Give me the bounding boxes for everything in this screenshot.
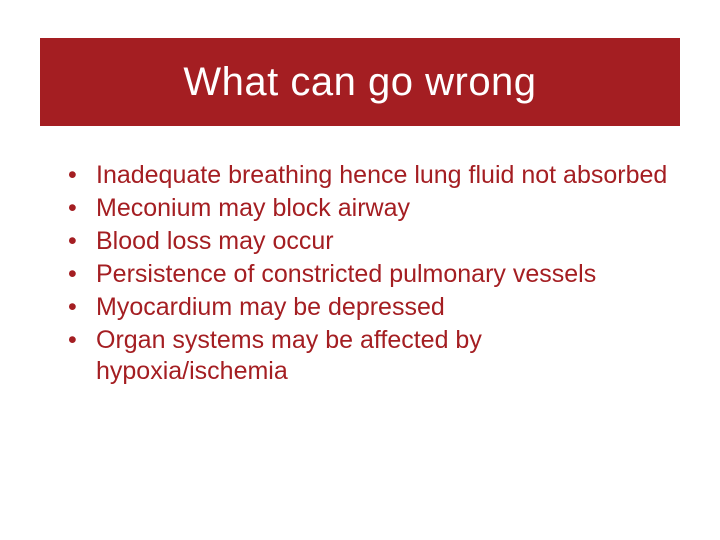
title-bar: What can go wrong: [40, 38, 680, 126]
bullet-list: Inadequate breathing hence lung fluid no…: [62, 160, 680, 389]
list-item: Blood loss may occur: [62, 226, 680, 257]
list-item: Meconium may block airway: [62, 193, 680, 224]
list-item: Inadequate breathing hence lung fluid no…: [62, 160, 680, 191]
slide-title: What can go wrong: [183, 60, 536, 105]
list-item: Myocardium may be depressed: [62, 292, 680, 323]
list-item: Organ systems may be affected by hypoxia…: [62, 325, 680, 387]
list-item: Persistence of constricted pulmonary ves…: [62, 259, 680, 290]
slide: What can go wrong Inadequate breathing h…: [0, 0, 720, 540]
